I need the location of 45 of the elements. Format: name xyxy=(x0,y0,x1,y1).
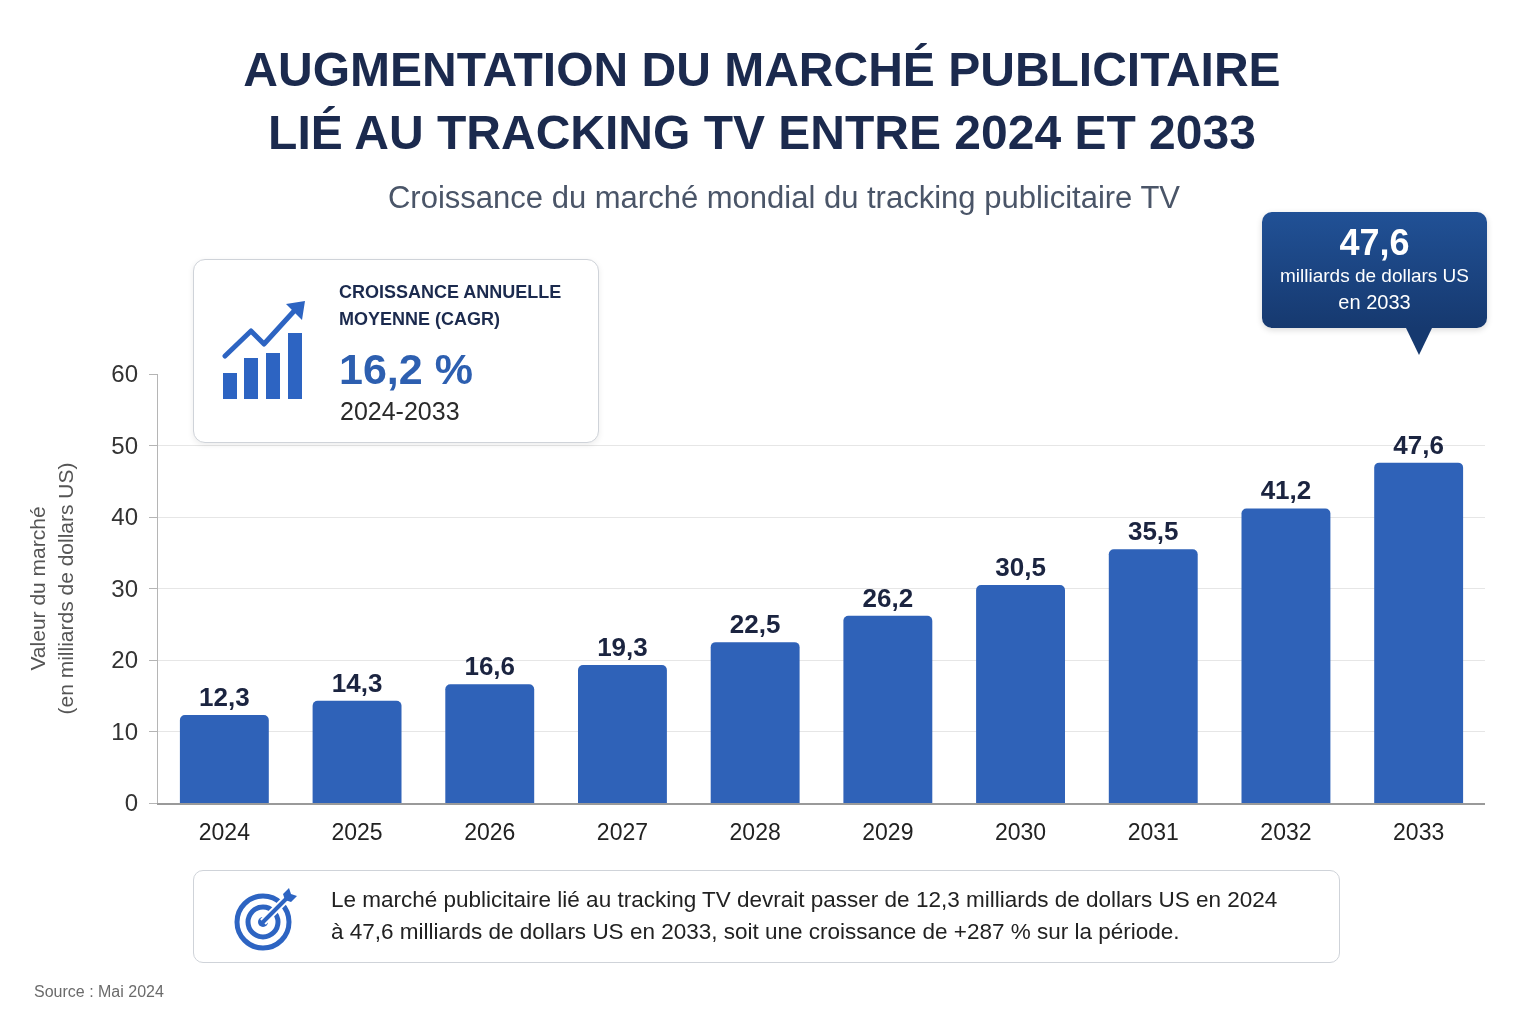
data-label: 26,2 xyxy=(862,582,914,613)
y-tick-label: 20 xyxy=(111,646,138,674)
source-note: Source : Mai 2024 xyxy=(34,982,164,1002)
y-axis-title: Valeur du marché (en milliards de dollars US) xyxy=(26,462,77,715)
y-tick-label: 50 xyxy=(111,431,138,459)
x-tick-label: 2031 xyxy=(1127,819,1179,846)
data-label: 16,6 xyxy=(464,651,516,682)
note-box: Le marché publicitaire lié au tracking TV devrait passer de 12,3 milliards de dollars US en 2024 à 47,6 milliards de dollars US en 2033, soit une croissance de +287 % sur la période. xyxy=(193,870,1340,963)
data-label: 19,3 xyxy=(597,632,648,663)
annotation: 16,2 % xyxy=(339,344,473,394)
bar xyxy=(1108,549,1198,803)
bar xyxy=(1374,462,1464,803)
bar xyxy=(179,715,269,803)
data-label: 12,3 xyxy=(199,682,250,713)
annotation: 2024-2033 xyxy=(340,396,460,426)
x-tick-label: 2029 xyxy=(862,819,914,846)
bar xyxy=(1241,508,1331,803)
x-tick-label: 2030 xyxy=(994,819,1047,846)
x-tick-label: 2028 xyxy=(729,819,781,846)
data-label: 35,5 xyxy=(1127,516,1179,547)
bar xyxy=(312,700,402,803)
x-tick-label: 2024 xyxy=(198,819,251,846)
chart-title: AUGMENTATION DU MARCHÉ PUBLICITAIRE LIÉ AU TRACKING TV ENTRE 2024 ET 2033 xyxy=(242,42,1282,161)
data-label: 30,5 xyxy=(995,551,1046,582)
data-label: 47,6 xyxy=(1393,429,1444,460)
chart-subtitle: Croissance du marché mondial du tracking publicitaire TV xyxy=(387,180,1181,216)
data-label: 14,3 xyxy=(331,667,383,698)
x-tick-label: 2033 xyxy=(1393,819,1445,846)
y-tick-label: 60 xyxy=(111,360,138,388)
bar xyxy=(578,665,667,803)
x-tick-label: 2025 xyxy=(331,819,383,846)
data-label: 22,5 xyxy=(729,609,781,640)
bar xyxy=(843,615,933,803)
stat-card: CROISSANCE ANNUELLE MOYENNE (CAGR) 16,2 % 2024-2033 xyxy=(193,259,599,443)
x-tick-label: 2026 xyxy=(464,819,516,846)
bar xyxy=(445,684,535,803)
bar xyxy=(976,584,1065,803)
x-tick-label: 2027 xyxy=(596,819,649,846)
y-tick-label: 10 xyxy=(111,717,138,745)
x-tick-label: 2032 xyxy=(1260,819,1312,846)
bar xyxy=(710,642,800,803)
y-tick-label: 30 xyxy=(111,574,138,602)
data-label: 41,2 xyxy=(1260,475,1312,506)
y-tick-label: 40 xyxy=(111,503,138,531)
y-tick-label: 0 xyxy=(124,789,138,817)
